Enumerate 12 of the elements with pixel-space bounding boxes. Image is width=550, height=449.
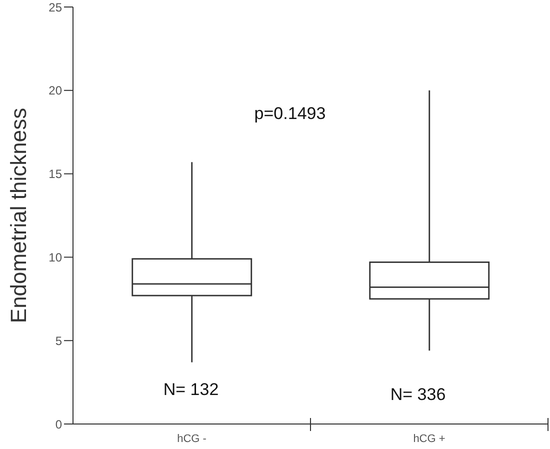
annotation: N= 132 <box>163 380 219 400</box>
y-tick-label: 10 <box>48 250 62 264</box>
annotation: p=0.1493 <box>254 104 326 124</box>
y-tick-label: 25 <box>48 0 62 14</box>
x-tick-label: hCG + <box>413 433 446 445</box>
y-axis-title: Endometrial thickness <box>6 108 31 324</box>
y-tick-label: 20 <box>48 84 62 98</box>
y-tick-label: 0 <box>55 417 62 432</box>
y-tick-label: 15 <box>48 167 62 182</box>
x-tick-label: hCG - <box>177 433 207 445</box>
y-tick-label: 5 <box>55 334 62 348</box>
annotation: N= 336 <box>390 385 446 405</box>
